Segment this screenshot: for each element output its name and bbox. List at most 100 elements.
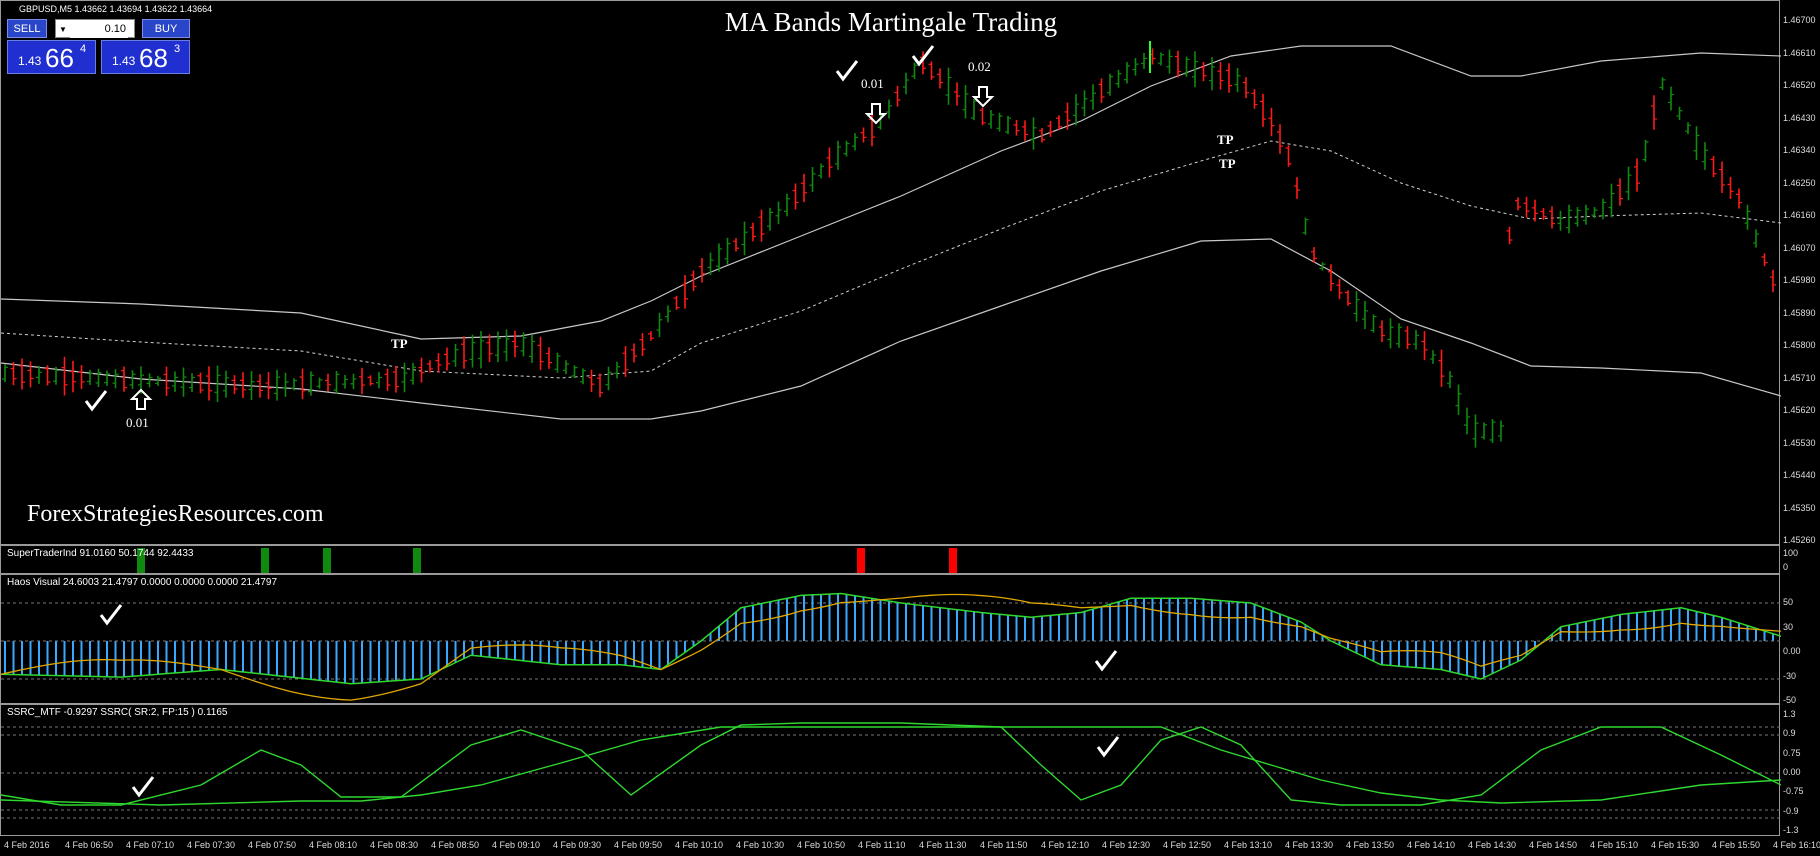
time-tick-label: 4 Feb 14:10	[1407, 840, 1456, 850]
sell-price-big: 66	[45, 43, 74, 73]
lower-band-line	[1, 238, 1781, 420]
one-click-trading-panel: SELL ▼ BUY 1.43 66 4 1.43 68 3	[7, 19, 190, 74]
time-tick-label: 4 Feb 09:10	[492, 840, 541, 850]
price-tick-label: 1.46340	[1783, 145, 1816, 155]
supertrader-signal-bar	[949, 548, 957, 573]
price-chart-pane[interactable]: GBPUSD,M5 1.43662 1.43694 1.43622 1.4366…	[0, 0, 1781, 545]
haos-tick-label: 0.00	[1783, 646, 1801, 656]
ssrc-tick-label: 1.3	[1783, 709, 1796, 719]
supertrader-signal-bar	[137, 548, 145, 573]
tp-label-2: TP	[1217, 132, 1234, 147]
time-tick-label: 4 Feb 08:10	[309, 840, 358, 850]
ssrc-canvas	[1, 722, 1781, 819]
supertrader-label: SuperTraderInd 91.0160 50.1744 92.4433	[7, 548, 194, 559]
haos-tick-label: -30	[1783, 670, 1797, 681]
price-tick-label: 1.45980	[1783, 275, 1816, 285]
time-tick-label: 4 Feb 13:30	[1285, 840, 1334, 850]
time-tick-label: 4 Feb 09:30	[553, 840, 602, 850]
time-tick-label: 4 Feb 10:10	[675, 840, 724, 850]
time-tick-label: 4 Feb 15:10	[1590, 840, 1639, 850]
time-tick-label: 4 Feb 11:50	[980, 840, 1028, 850]
time-tick-label: 4 Feb 06:50	[65, 840, 114, 850]
ssrc-label: SSRC_MTF -0.9297 SSRC( SR:2, FP:15 ) 0.1…	[7, 707, 228, 718]
haos-tick-label: -50	[1783, 695, 1797, 705]
price-tick-label: 1.46610	[1783, 47, 1816, 58]
time-tick-label: 4 Feb 08:50	[431, 840, 480, 850]
lot-size-field[interactable]: ▼	[55, 19, 135, 38]
haos-visual-pane[interactable]: Haos Visual 24.6003 21.4797 0.0000 0.000…	[0, 574, 1781, 704]
ssrc-fast-line	[1, 722, 1781, 806]
buy-price-prefix: 1.43	[112, 54, 136, 68]
time-tick-label: 4 Feb 14:30	[1468, 840, 1517, 850]
time-tick-label: 4 Feb 15:50	[1712, 840, 1761, 850]
buy-price-big: 68	[139, 43, 168, 73]
checkmark-icon	[835, 60, 859, 82]
checkmark-icon	[1094, 650, 1118, 672]
time-tick-label: 4 Feb 07:50	[248, 840, 297, 850]
time-tick-label: 4 Feb 11:30	[919, 840, 967, 850]
sell-price-prefix: 1.43	[18, 54, 42, 68]
lot-dropdown-icon[interactable]: ▼	[59, 25, 67, 34]
buy-button[interactable]: BUY	[142, 19, 190, 38]
supertrader-signal-bar	[261, 548, 269, 573]
checkmark-icon	[1096, 736, 1120, 758]
ssrc-axis: 1.3 0.9 0.75 0.00 -0.75 -0.9 -1.3	[1780, 704, 1820, 836]
sell-price-pip: 4	[80, 43, 87, 55]
time-tick-label: 4 Feb 16:10	[1773, 840, 1820, 850]
down-arrow-icon	[971, 86, 995, 108]
sell-button[interactable]: SELL	[7, 19, 47, 38]
price-tick-label: 1.45530	[1783, 437, 1816, 448]
price-tick-label: 1.46070	[1783, 242, 1816, 253]
haos-visual-label: Haos Visual 24.6003 21.4797 0.0000 0.000…	[7, 577, 278, 588]
watermark: ForexStrategiesResources.com	[27, 501, 324, 527]
haos-visual-canvas	[1, 592, 1781, 701]
lot-annotation-2: 0.01	[861, 76, 884, 91]
lot-size-input[interactable]	[70, 20, 128, 38]
time-tick-label: 4 Feb 12:30	[1102, 840, 1151, 850]
buy-price-button[interactable]: 1.43 68 3	[101, 40, 190, 74]
ssrc-tick-label: -1.3	[1783, 825, 1799, 835]
lot-annotation-1: 0.01	[126, 415, 149, 430]
price-tick-label: 1.46160	[1783, 210, 1816, 220]
price-tick-label: 1.45710	[1783, 372, 1816, 383]
ssrc-pane[interactable]: SSRC_MTF -0.9297 SSRC( SR:2, FP:15 ) 0.1…	[0, 704, 1781, 836]
time-tick-label: 4 Feb 2016	[4, 840, 50, 850]
time-tick-label: 4 Feb 11:10	[858, 840, 906, 850]
supertrader-signal-bar	[857, 548, 865, 573]
price-tick-label: 1.46520	[1783, 80, 1816, 90]
haos-tick-label: 50	[1783, 597, 1794, 607]
checkmark-icon	[131, 776, 155, 798]
supertrader-tick-label: 100	[1783, 548, 1799, 558]
ssrc-tick-label: -0.75	[1783, 786, 1804, 797]
supertrader-tick-label: 0	[1783, 562, 1789, 572]
supertrader-signal-bar	[323, 548, 331, 573]
time-tick-label: 4 Feb 07:30	[187, 840, 236, 850]
supertrader-pane[interactable]: SuperTraderInd 91.0160 50.1744 92.4433	[0, 545, 1780, 574]
up-arrow-icon	[129, 388, 153, 410]
time-tick-label: 4 Feb 15:30	[1651, 840, 1700, 850]
time-axis: 4 Feb 2016 4 Feb 06:50 4 Feb 07:10 4 Feb 07…	[0, 836, 1820, 856]
checkmark-icon	[84, 390, 108, 412]
ssrc-slow-line	[1, 726, 1781, 806]
price-tick-label: 1.45260	[1783, 535, 1816, 545]
lot-annotation-3: 0.02	[968, 59, 991, 74]
haos-orange-line	[1, 593, 1781, 701]
time-tick-label: 4 Feb 10:30	[736, 840, 785, 850]
ssrc-tick-label: 0.00	[1783, 767, 1801, 777]
price-tick-label: 1.45620	[1783, 405, 1816, 415]
middle-band-line	[1, 140, 1781, 379]
price-tick-label: 1.46700	[1783, 15, 1816, 25]
tp-label-1: TP	[391, 336, 408, 351]
chart-title: MA Bands Martingale Trading	[724, 7, 1058, 37]
checkmark-icon	[99, 604, 123, 626]
time-tick-label: 4 Feb 14:50	[1529, 840, 1578, 850]
time-tick-label: 4 Feb 07:10	[126, 840, 175, 850]
checkmark-icon	[911, 45, 935, 67]
time-tick-label: 4 Feb 12:10	[1041, 840, 1090, 850]
down-arrow-icon	[864, 103, 888, 125]
price-tick-label: 1.45440	[1783, 470, 1816, 480]
sell-price-button[interactable]: 1.43 66 4	[7, 40, 96, 74]
price-chart-canvas	[1, 41, 1781, 448]
time-tick-label: 4 Feb 12:50	[1163, 840, 1212, 850]
supertrader-axis: 100 0	[1780, 545, 1820, 574]
